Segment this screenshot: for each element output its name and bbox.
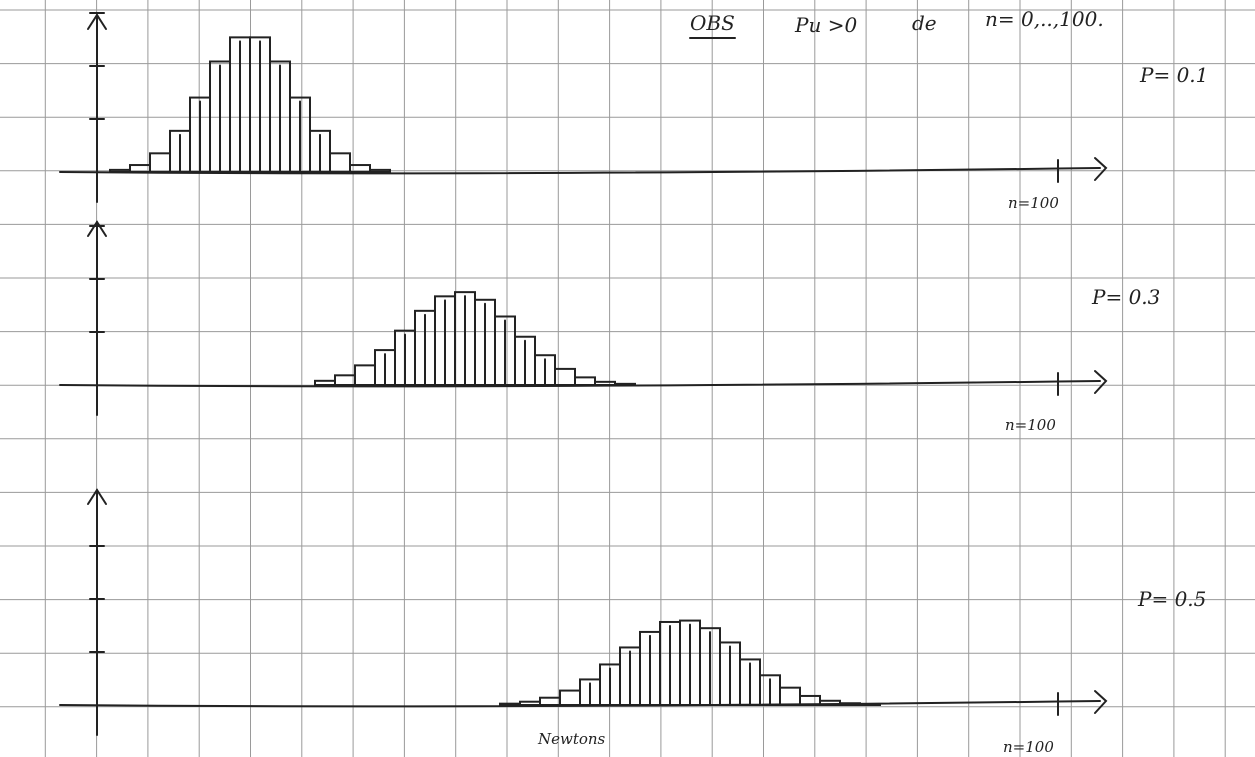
sketch-bar [819, 699, 841, 706]
sketch-bar [594, 380, 616, 387]
sketch-bar [354, 364, 376, 386]
arrow [87, 488, 107, 505]
arrow [1094, 690, 1108, 714]
arrow [1094, 370, 1108, 394]
sketch-bar [329, 152, 351, 173]
end-label: n=100 [1003, 738, 1054, 756]
panel-label: P= 0.5 [1137, 587, 1206, 611]
sketch-bar [149, 152, 171, 173]
sketch-bar [369, 168, 391, 174]
arrow [1094, 157, 1108, 181]
end-label: n=100 [1008, 194, 1059, 212]
sketch-bar [334, 374, 356, 387]
sketch-bar [779, 686, 801, 706]
sketch-bar [539, 696, 561, 706]
sketch-bar [839, 702, 861, 706]
arrow [87, 220, 107, 237]
plots [59, 12, 1108, 736]
condition: Pu >0 [794, 13, 857, 37]
range: n= 0,..,100. [985, 7, 1104, 31]
panel-label: P= 0.3 [1091, 285, 1160, 309]
sketch-bar [559, 689, 581, 707]
sketch-bar [614, 382, 636, 386]
end-label: n=100 [1005, 416, 1056, 434]
obs: OBS [690, 11, 735, 35]
sketch-bar [859, 703, 881, 707]
sketch-bar [349, 164, 371, 174]
sketch-bar [314, 379, 336, 386]
panel-label: P= 0.1 [1139, 63, 1208, 87]
sketch-bar [499, 702, 521, 707]
arrow [87, 13, 107, 30]
word: de [912, 11, 937, 35]
sketch-bar [574, 376, 596, 387]
sketch-bar [519, 700, 541, 707]
note: Newtons [537, 730, 606, 748]
